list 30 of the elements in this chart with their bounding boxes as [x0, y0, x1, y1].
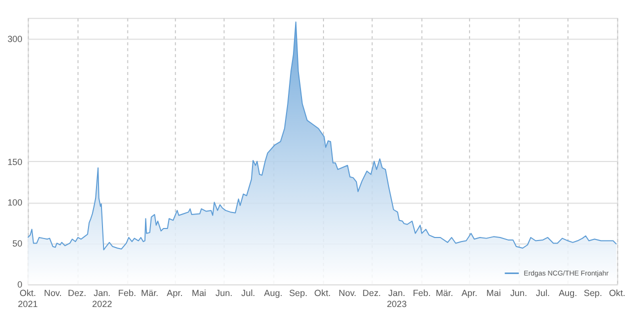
x-tick-label: Jul.: [536, 288, 550, 298]
y-tick-label: 150: [7, 156, 22, 167]
x-tick-label: Dez.: [68, 288, 86, 298]
x-tick-label: Jun.: [216, 288, 232, 298]
x-tick-label: Okt.: [314, 288, 331, 298]
x-tick-label: Mai: [192, 288, 206, 298]
x-tick-label: Nov.: [338, 288, 356, 298]
x-tick-label: Aug.: [558, 288, 578, 298]
x-tick-label: Feb.: [412, 288, 431, 298]
x-tick-label: Sep.: [584, 288, 602, 298]
y-tick-label: 100: [7, 198, 22, 208]
x-tick-label: Apr.: [461, 288, 478, 298]
x-tick-label: Jan. 2023: [386, 288, 407, 310]
x-tick-label: Jul.: [241, 288, 256, 298]
x-tick-label: Okt.: [608, 288, 626, 298]
x-tick-label: Feb.: [118, 288, 136, 298]
x-tick-label: Nov.: [44, 288, 62, 298]
x-tick-label: Okt. 2021: [18, 288, 38, 310]
x-tick-label: Aug.: [264, 288, 282, 298]
x-tick-label: Jan. 2022: [92, 288, 112, 310]
y-tick-label: 0: [17, 280, 22, 290]
x-tick-label: Dez.: [362, 288, 381, 298]
y-tick-label: 50: [12, 238, 22, 249]
x-tick-label: Mär.: [141, 288, 158, 298]
x-tick-label: Sep.: [289, 288, 308, 298]
y-tick-label: 300: [7, 34, 22, 44]
x-tick-label: Mär.: [436, 288, 454, 298]
x-tick-label: Apr.: [166, 288, 183, 298]
x-tick-label: Mai: [486, 288, 501, 298]
x-tick-label: Jun.: [510, 288, 528, 298]
